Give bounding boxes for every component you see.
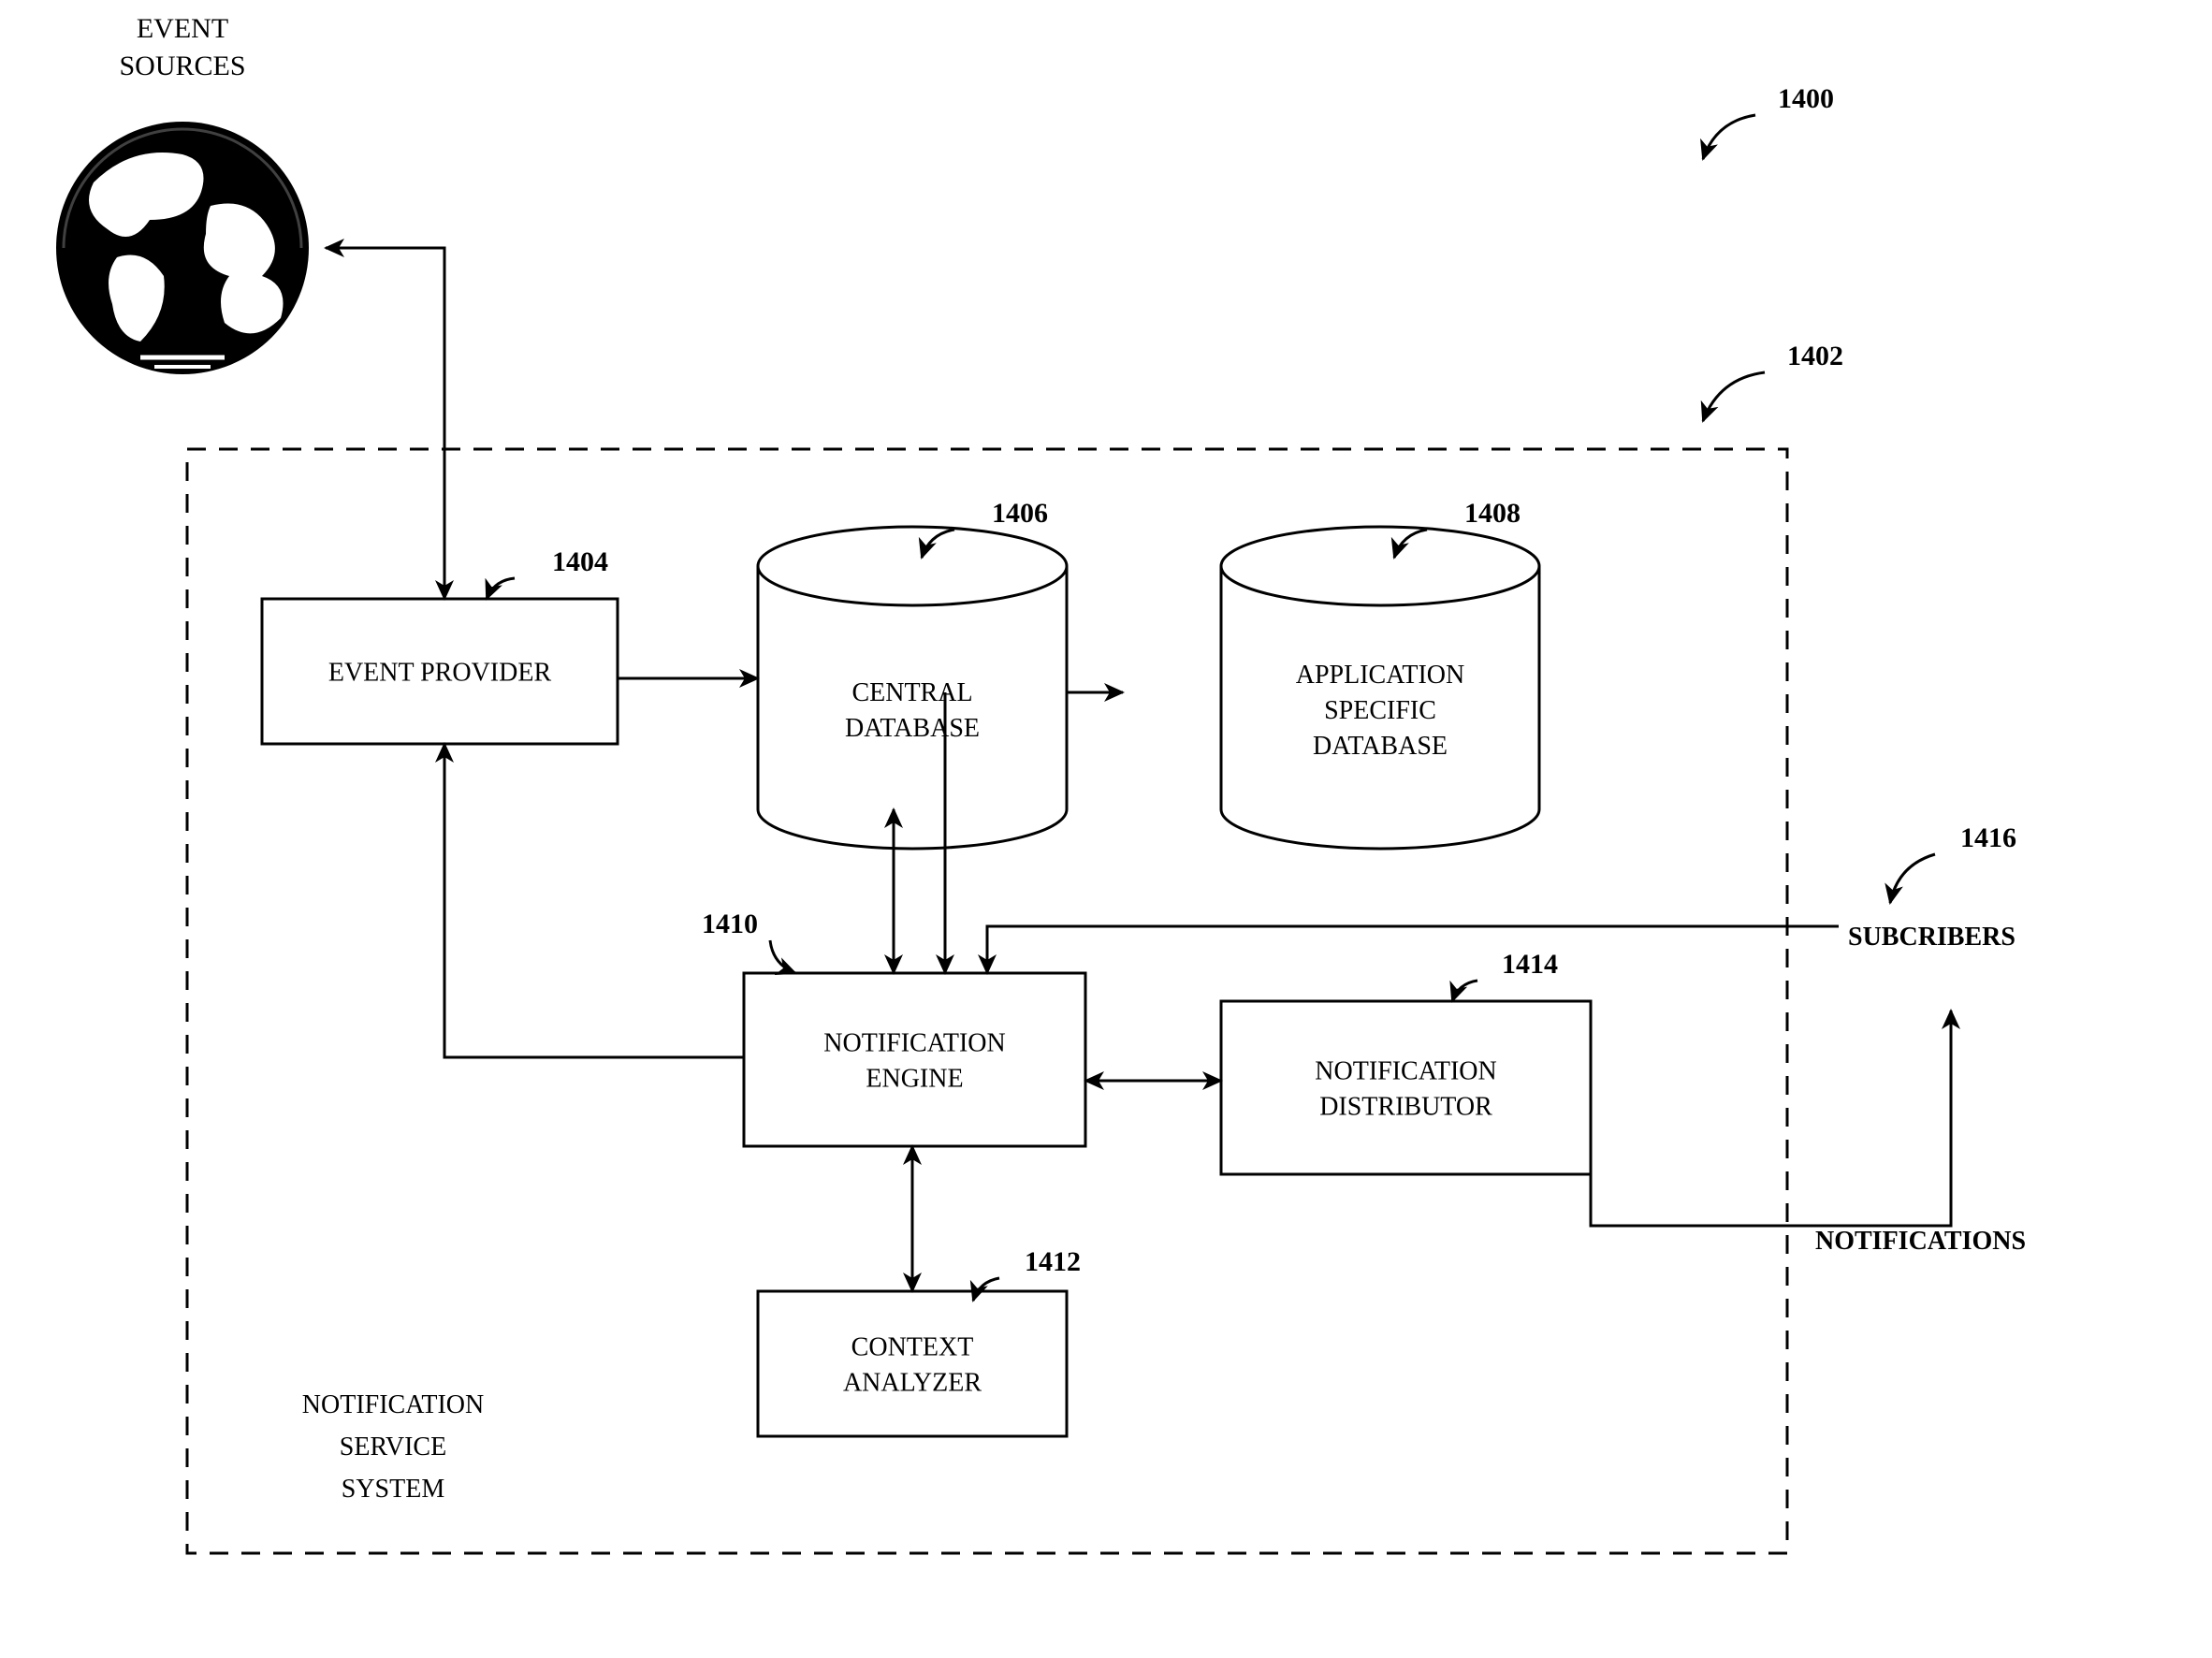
svg-text:1416: 1416 — [1960, 822, 2016, 853]
svg-text:CENTRAL: CENTRAL — [851, 678, 972, 707]
central-database-cyl — [758, 566, 1067, 849]
svg-text:DISTRIBUTOR: DISTRIBUTOR — [1319, 1093, 1492, 1122]
svg-text:APPLICATION: APPLICATION — [1296, 661, 1464, 690]
svg-text:SOURCES: SOURCES — [119, 51, 245, 81]
context-analyzer-box — [758, 1291, 1067, 1436]
svg-text:1408: 1408 — [1464, 498, 1521, 529]
svg-text:1410: 1410 — [702, 909, 758, 939]
svg-text:ENGINE: ENGINE — [866, 1065, 963, 1094]
svg-text:NOTIFICATION: NOTIFICATION — [823, 1029, 1005, 1058]
svg-text:EVENT: EVENT — [137, 13, 228, 44]
svg-text:1406: 1406 — [992, 498, 1048, 529]
notification-engine-box — [744, 973, 1085, 1146]
svg-text:SYSTEM: SYSTEM — [342, 1475, 445, 1504]
svg-text:EVENT PROVIDER: EVENT PROVIDER — [328, 659, 552, 688]
globe-icon — [56, 122, 309, 374]
svg-text:ANALYZER: ANALYZER — [843, 1369, 982, 1398]
svg-text:1400: 1400 — [1778, 83, 1834, 114]
svg-text:SPECIFIC: SPECIFIC — [1324, 696, 1436, 725]
svg-text:DATABASE: DATABASE — [845, 714, 980, 743]
svg-text:1402: 1402 — [1787, 341, 1843, 371]
svg-text:NOTIFICATIONS: NOTIFICATIONS — [1815, 1227, 2026, 1256]
svg-text:CONTEXT: CONTEXT — [851, 1333, 974, 1362]
svg-text:1412: 1412 — [1025, 1246, 1081, 1277]
svg-text:1404: 1404 — [552, 546, 608, 577]
notification-distributor-box — [1221, 1001, 1591, 1174]
svg-text:SUBCRIBERS: SUBCRIBERS — [1848, 923, 2016, 952]
svg-text:SERVICE: SERVICE — [340, 1433, 446, 1462]
svg-text:NOTIFICATION: NOTIFICATION — [302, 1390, 484, 1419]
svg-text:1414: 1414 — [1502, 949, 1558, 980]
svg-text:NOTIFICATION: NOTIFICATION — [1315, 1057, 1496, 1086]
svg-text:DATABASE: DATABASE — [1313, 732, 1448, 761]
